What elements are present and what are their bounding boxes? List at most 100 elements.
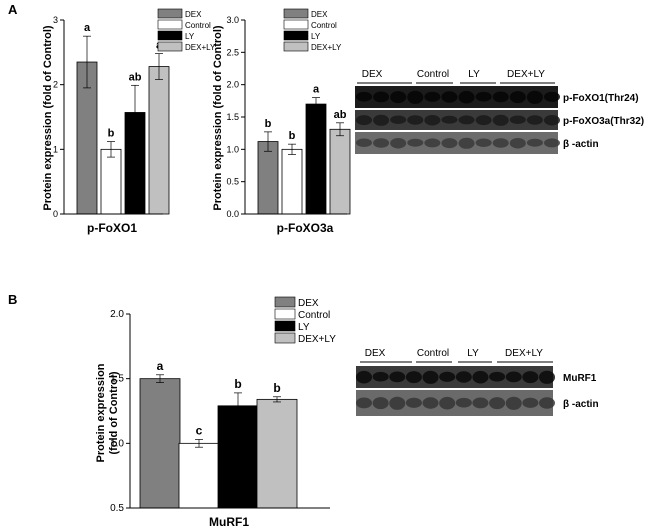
chart-murf1-legend-swatch-control [274,308,296,320]
chart-foxo3a-ytick-label: 1.0 [226,144,239,154]
blot-band [475,91,492,102]
blot-band [407,138,424,147]
chart-foxo1-legend-swatch-control [157,19,183,30]
chart-foxo3a-legend-swatch-dexly [283,41,309,52]
chart-foxo3a-bar-control [281,148,303,215]
blot-band [472,370,489,384]
chart-murf1-error-bar-ly [234,392,242,420]
blot-band [372,397,389,410]
blot-band [489,397,506,410]
blot-band [458,90,475,104]
blot-bands [356,396,555,410]
panel-b-letter: B [8,292,17,307]
chart-foxo1-legend-label-dexly: DEX+LY [185,43,216,52]
blot-band [441,115,458,124]
blot-band [424,114,441,126]
chart-foxo3a-bar-dex [257,141,279,215]
chart-foxo1-error-bar-dex [83,35,91,89]
blot-b-lane-dex: DEX [365,348,386,359]
chart-foxo3a-error-bar-ly [312,97,320,111]
chart-murf1-bar-dex [139,378,181,509]
chart-murf1-ytick-label: 1.0 [110,438,124,449]
blot-band [356,91,372,102]
chart-murf1-error-bar-dex [156,374,164,383]
blot-band [356,138,372,148]
chart-foxo1-bar-dexly [148,66,170,215]
chart-foxo3a-legend-swatch-ly [283,30,309,41]
chart-foxo3a-bar-ly [305,103,327,215]
blot-b-lane-dexly: DEX+LY [505,348,543,359]
chart-foxo3a-ytick-label: 2.0 [226,80,239,90]
chart-foxo1-sig-label-control: b [108,128,115,140]
chart-foxo3a-ytick-label: 2.5 [226,47,239,57]
blot-band [544,114,560,126]
foxo3a-y-axis-label: Protein expression (fold of Control) [212,25,224,211]
chart-murf1-legend-label-dexly: DEX+LY [298,334,336,345]
blot-band [356,397,372,409]
blot-band [505,371,522,383]
chart-foxo3a-legend-label-control: Control [311,21,337,30]
chart-foxo1-bar-control [100,148,122,215]
blot-band [544,138,560,148]
foxo1-y-axis-label: Protein expression (fold of Control) [42,25,54,211]
blot-band [475,115,492,126]
blot-band [489,371,506,382]
blot-band [526,90,543,104]
blot-band [509,137,526,149]
chart-murf1-legend-label-control: Control [298,310,330,321]
blot-band [390,91,407,104]
chart-foxo1-sig-label-dex: a [84,22,91,34]
blot-band [405,397,422,408]
blot-band [539,370,555,384]
chart-foxo3a-error-bar-dex [264,131,272,152]
chart-foxo1-legend-label-control: Control [185,21,211,30]
chart-foxo3a-legend-label-dex: DEX [311,10,328,19]
blot-band [458,115,475,125]
foxo3a-x-axis-label: p-FoXO3a [277,221,334,235]
chart-foxo1-legend-swatch-dexly [157,41,183,52]
chart-foxo3a-sig-label-control: b [289,130,296,142]
chart-murf1-bar-dexly [256,398,298,509]
chart-murf1-error-bar-control [195,439,203,448]
chart-foxo3a-sig-label-dexly: ab [334,109,347,121]
chart-foxo3a-legend-swatch-control [283,19,309,30]
blot-band [439,396,456,410]
blot-band [405,371,422,384]
chart-foxo1-legend-label-dex: DEX [185,10,202,19]
chart-murf1-legend-swatch-dexly [274,332,296,344]
blot-band [407,90,424,104]
chart-foxo1-sig-label-ly: ab [129,71,142,83]
chart-foxo3a-legend-swatch-dex [283,8,309,19]
blot-band [373,114,390,126]
chart-foxo1-ytick-label: 3 [53,15,58,25]
blot-b-lane-control: Control [417,348,449,359]
chart-foxo1-legend-swatch-dex [157,8,183,19]
chart-murf1-sig-label-dex: a [157,359,164,373]
blot-band [390,137,407,149]
blot-band [492,138,509,148]
chart-foxo3a-ytick-label: 0.5 [226,177,239,187]
chart-murf1-legend-swatch-dex [274,296,296,308]
blot-band [407,115,424,125]
blot-band [455,371,472,383]
blot-a-band-foxo3a: p-FoXO3a(Thr32) [563,116,644,127]
chart-murf1-legend-label-ly: LY [298,322,310,333]
blot-b-band-actin: β -actin [563,399,599,410]
blot-band [492,91,509,103]
chart-foxo1-ytick-label: 1 [53,144,58,154]
chart-foxo3a-ytick-label: 0.0 [226,209,239,219]
blot-band [389,396,406,410]
chart-murf1-bar-ly [217,405,259,509]
blot-band [492,114,509,126]
blot-a-lane-dexly: DEX+LY [507,69,545,80]
blot-band [526,115,543,125]
chart-foxo1-legend-swatch-ly [157,30,183,41]
blot-band [356,370,372,384]
blot-band [424,138,441,148]
chart-murf1-bar-control [178,442,220,509]
murf1-x-axis-label: MuRF1 [209,515,249,529]
blot-band [372,371,389,382]
